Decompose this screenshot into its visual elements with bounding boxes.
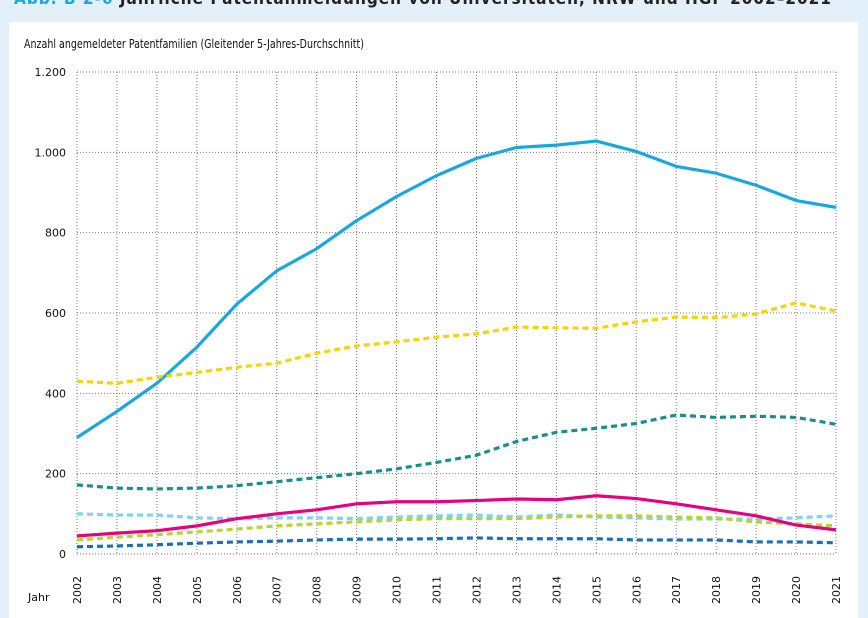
series-line-4 — [76, 514, 837, 542]
series-line-5 — [76, 536, 837, 549]
x-axis-label: Jahr — [27, 591, 50, 604]
y-tick-label: 1.200 — [35, 66, 67, 79]
x-tick-label: 2011 — [431, 576, 444, 604]
x-tick-label: 2018 — [710, 576, 723, 604]
x-tick-label: 2015 — [590, 576, 603, 604]
x-tick-label: 2005 — [191, 576, 204, 604]
x-tick-label: 2017 — [670, 576, 683, 604]
x-tick-label: 2020 — [790, 576, 803, 604]
x-tick-label: 2014 — [550, 576, 563, 604]
x-tick-label: 2010 — [391, 576, 404, 604]
series-line-6 — [76, 494, 837, 538]
x-tick-label: 2002 — [71, 576, 84, 604]
series-line-2 — [76, 413, 837, 491]
y-tick-label: 0 — [59, 548, 66, 561]
x-tick-label: 2008 — [311, 576, 324, 604]
x-tick-label: 2016 — [630, 576, 643, 604]
x-tick-label: 2021 — [830, 576, 843, 604]
series-line-0 — [76, 139, 837, 439]
x-tick-label: 2006 — [231, 576, 244, 604]
x-tick-label: 2007 — [271, 576, 284, 604]
x-tick-label: 2012 — [470, 576, 483, 604]
x-tick-label: 2009 — [351, 576, 364, 604]
x-tick-label: 2004 — [151, 576, 164, 604]
y-tick-label: 800 — [45, 227, 66, 240]
y-axis-label: Anzahl angemeldeter Patentfamilien (Glei… — [24, 37, 364, 51]
x-tick-label: 2019 — [750, 576, 763, 604]
y-tick-label: 200 — [45, 468, 66, 481]
series-line-1 — [76, 301, 837, 385]
x-tick-label: 2003 — [111, 576, 124, 604]
y-tick-label: 600 — [45, 307, 66, 320]
y-tick-label: 1.000 — [35, 146, 67, 159]
figure-title: Abb. B 2-6 Jährliche Patentanmeldungen v… — [14, 0, 832, 9]
x-tick-label: 2013 — [510, 576, 523, 604]
y-tick-label: 400 — [45, 387, 66, 400]
